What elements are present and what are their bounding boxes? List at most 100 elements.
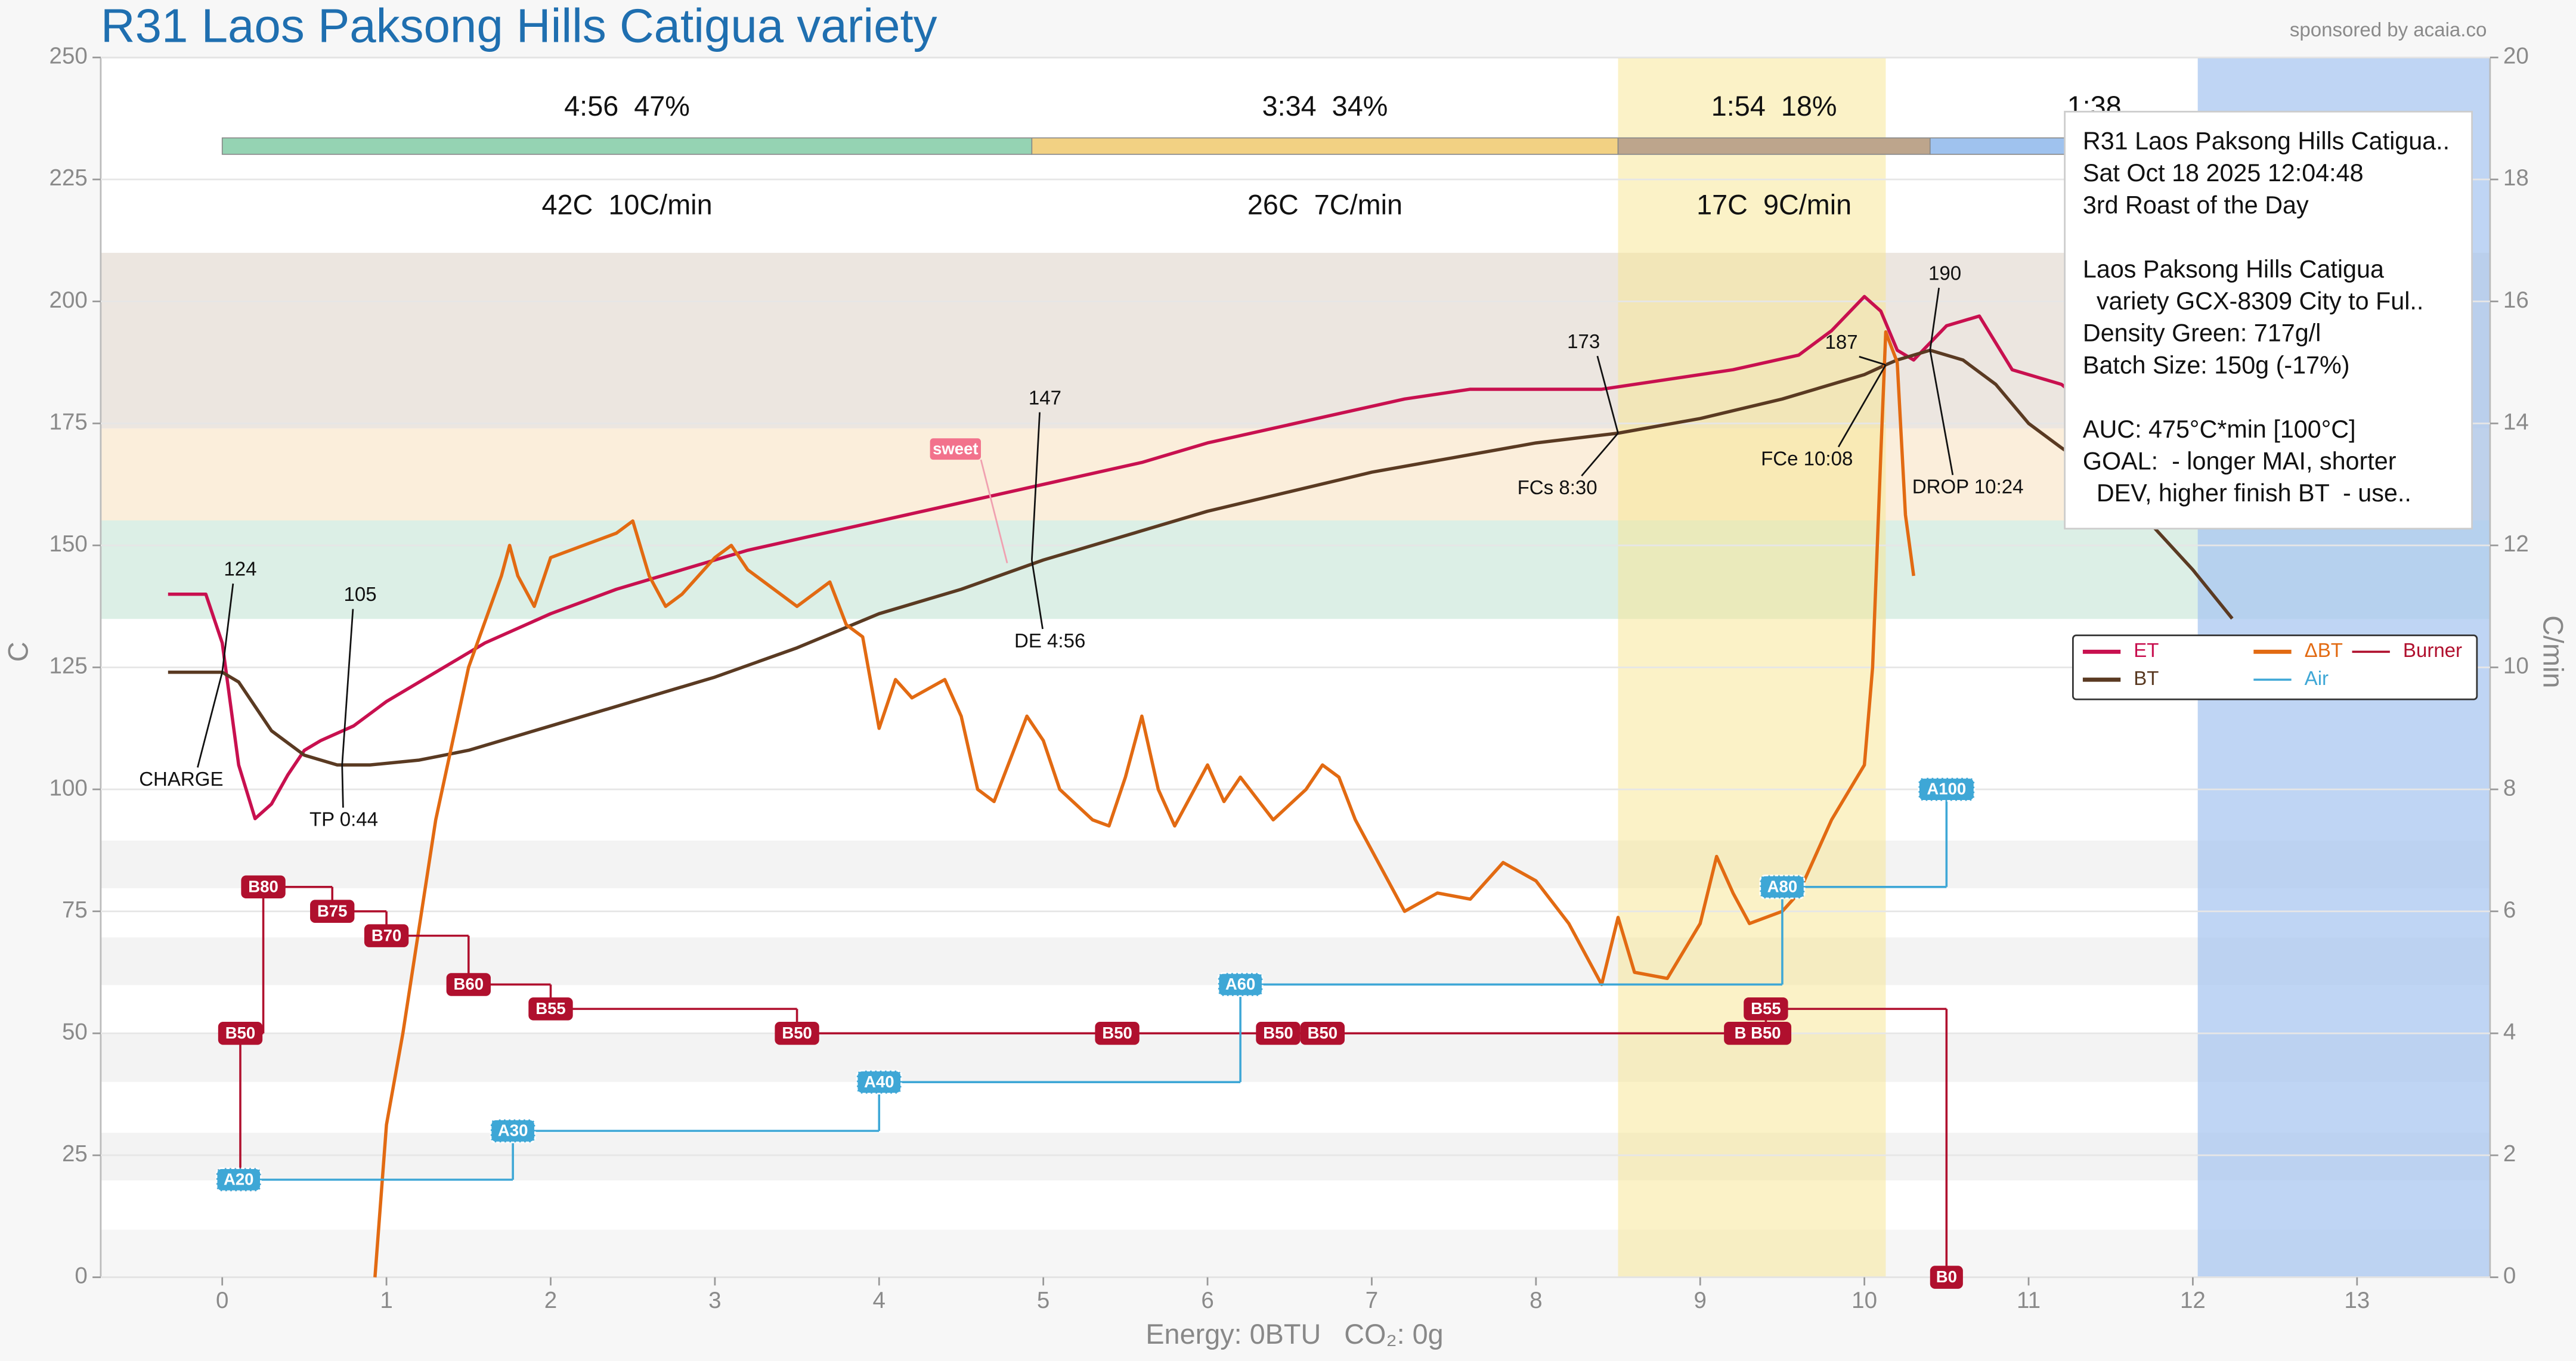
info-line: AUC: 475°C*min [100°C] <box>2083 416 2356 443</box>
note-text: sweet <box>933 439 978 458</box>
x-tick-label: 12 <box>2180 1288 2206 1313</box>
annotation-value: 147 <box>1029 387 1061 409</box>
y2-tick-label: 18 <box>2503 165 2529 191</box>
y-tick-label: 225 <box>49 165 88 191</box>
annotation-text: FCe 10:08 <box>1761 448 1853 470</box>
y2-tick-label: 8 <box>2503 775 2516 801</box>
annotation-text: DE 4:56 <box>1014 630 1085 652</box>
annotation-line <box>1859 355 1886 366</box>
x-axis-label: Energy: 0BTU CO₂: 0g <box>1145 1319 1443 1350</box>
annotation-value: 173 <box>1567 331 1600 353</box>
phase-bar <box>1617 137 1931 155</box>
event-marker <box>490 1118 536 1143</box>
y-axis-label: C <box>2 641 33 662</box>
y-tick-label: 175 <box>49 409 88 435</box>
event-marker <box>1759 875 1806 900</box>
x-tick-label: 3 <box>708 1288 721 1313</box>
x-tick-label: 4 <box>873 1288 886 1313</box>
y-tick-label: 25 <box>62 1141 88 1167</box>
event-label: B50 <box>1263 1024 1293 1042</box>
info-line: Sat Oct 18 2025 12:04:48 <box>2083 159 2364 187</box>
event-label: A100 <box>1927 780 1966 798</box>
info-line: Density Green: 717g/l <box>2083 320 2321 347</box>
subtitle: sponsored by acaia.co <box>2290 19 2487 41</box>
x-tick-label: 8 <box>1530 1288 1542 1313</box>
event-marker <box>446 973 491 996</box>
annotation-text: CHARGE <box>139 768 223 790</box>
annotation-line <box>341 765 344 808</box>
info-line: 3rd Roast of the Day <box>2083 191 2309 219</box>
info-text: R31 Laos Paksong Hills Catigua.. Sat Oct … <box>2083 127 2450 507</box>
x-tick-label: 11 <box>2017 1288 2041 1313</box>
phase-detail: 42C 10C/min <box>541 189 712 220</box>
event-marker <box>1724 1022 1792 1045</box>
y-tick-label: 125 <box>49 653 88 679</box>
note-tag <box>930 438 982 460</box>
info-line: Batch Size: 150g (-17%) <box>2083 351 2350 379</box>
phase-label: 1:54 18% <box>1711 91 1837 122</box>
event-marker <box>856 1069 902 1095</box>
lines: B20B50B80B75B70B60B55B50B50B50B50B B50B5… <box>168 294 2234 1289</box>
x-tick-label: 13 <box>2344 1288 2370 1313</box>
annotation-line <box>1929 287 1940 351</box>
annotation-text: FCs 8:30 <box>1518 477 1597 499</box>
phase-detail: 17C 9C/min <box>1696 189 1852 220</box>
event-marker <box>528 997 573 1021</box>
info-line: GOAL: - longer MAI, shorter <box>2083 448 2397 475</box>
event-marker <box>1300 1022 1345 1045</box>
y-tick-label: 0 <box>75 1263 87 1289</box>
event-label: A60 <box>1225 975 1255 993</box>
y2-tick-label: 20 <box>2503 44 2529 69</box>
legend-label: Burner <box>2403 640 2462 662</box>
event-label: A20 <box>224 1170 253 1188</box>
band <box>100 841 2490 888</box>
annotation-text: TP 0:44 <box>309 809 378 831</box>
x-tick-label: 2 <box>544 1288 557 1313</box>
info-line: DEV, higher finish BT - use.. <box>2083 479 2411 507</box>
event-label: B B50 <box>1735 1024 1781 1042</box>
annotation-line <box>1837 364 1887 448</box>
annotation-line <box>1929 350 1954 476</box>
event-label: B50 <box>782 1024 812 1042</box>
y2-tick-label: 14 <box>2503 409 2529 435</box>
event-label: B0 <box>1936 1267 1957 1286</box>
x-tick-label: 10 <box>1852 1288 1877 1313</box>
event-marker <box>775 1022 819 1045</box>
phase-label: 3:34 34% <box>1262 91 1388 122</box>
event-marker <box>218 1022 263 1045</box>
y2-tick-label: 12 <box>2503 531 2529 557</box>
event-marker <box>1918 777 1976 802</box>
y2-tick-label: 2 <box>2503 1141 2516 1167</box>
note: sweet <box>930 438 1008 563</box>
event-label: B50 <box>225 1024 255 1042</box>
annotation-line <box>1596 355 1619 433</box>
y2-tick-label: 16 <box>2503 287 2529 313</box>
event-label: A30 <box>498 1121 528 1140</box>
event-label: B75 <box>317 901 347 920</box>
series-line <box>373 330 1915 1278</box>
band <box>100 937 2490 985</box>
band <box>100 520 2490 619</box>
y2-axis-label: C/min <box>2537 615 2568 688</box>
legend-entries: ET BT ΔBT Burner Air <box>2082 640 2462 690</box>
info-box: R31 Laos Paksong Hills Catigua.. Sat Oct … <box>2064 110 2473 530</box>
y-tick-label: 150 <box>49 531 88 557</box>
band <box>100 1133 2490 1181</box>
event-label: B55 <box>535 999 565 1018</box>
y-tick-label: 50 <box>62 1019 88 1045</box>
event-marker <box>215 1167 262 1192</box>
phase-bar <box>221 137 1033 155</box>
x-tick-label: 6 <box>1201 1288 1213 1313</box>
event-marker <box>310 900 355 923</box>
event-label: B80 <box>248 877 278 895</box>
annotation-value: 187 <box>1825 331 1858 354</box>
annotation-value: 190 <box>1928 263 1961 285</box>
legend-label: BT <box>2134 668 2159 690</box>
y2-tick-label: 0 <box>2503 1263 2516 1289</box>
legend-label: ΔBT <box>2305 640 2343 662</box>
phase-detail: 26C 7C/min <box>1247 189 1402 220</box>
event-marker <box>1744 997 1788 1021</box>
event-label: A40 <box>864 1072 894 1091</box>
y2-tick-label: 10 <box>2503 653 2529 679</box>
